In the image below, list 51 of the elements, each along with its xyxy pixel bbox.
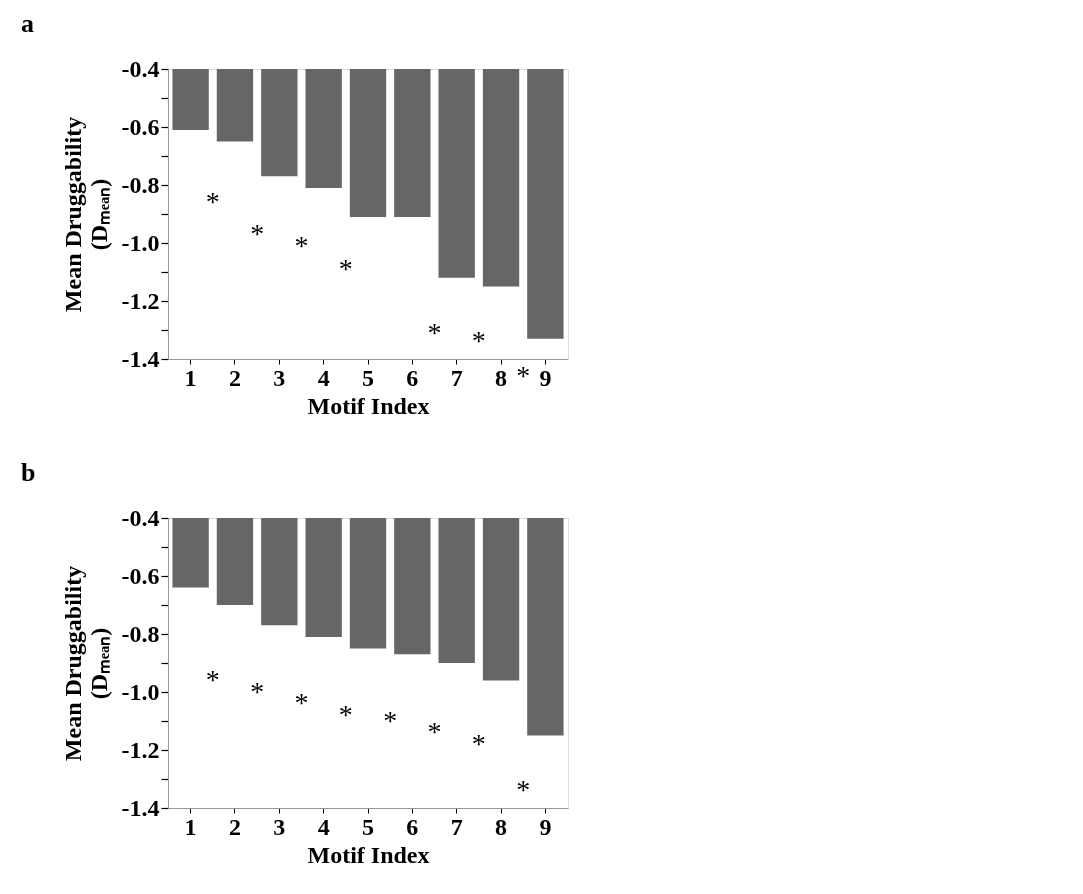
annotation: * (516, 774, 531, 806)
y-tick-label: -1.0 (121, 678, 160, 705)
annotation: * (250, 217, 265, 249)
x-tick-label: 3 (273, 813, 286, 840)
chart-title: b (21, 458, 36, 487)
x-tick-label: 2 (228, 364, 241, 391)
y-tick-label: -1.4 (121, 345, 160, 372)
x-tick-label: 3 (273, 364, 286, 391)
y-axis-title: Mean Druggability (Dₘₑₐₙ) (59, 116, 112, 313)
y-tick-label: -0.8 (121, 620, 160, 647)
y-tick-label: -1.4 (121, 794, 160, 821)
y-tick-label: -0.8 (121, 171, 160, 198)
y-tick-label: -0.6 (121, 113, 160, 140)
x-tick-label: 9 (539, 813, 552, 840)
x-tick-label: 2 (228, 813, 241, 840)
text: * (516, 360, 531, 391)
x-tick-label: 6 (406, 813, 419, 840)
x-tick-label: 5 (362, 813, 374, 840)
annotation: * (471, 325, 486, 357)
y-tick-label: -1.2 (121, 736, 160, 763)
x-tick-label: 6 (406, 364, 419, 391)
x-tick-label: 4 (317, 813, 330, 840)
y-tick-label: -0.4 (121, 504, 160, 531)
annotation: * (383, 704, 398, 736)
annotation: * (427, 316, 442, 348)
x-tick-label: 4 (317, 364, 330, 391)
annotation: * (205, 664, 220, 695)
y-tick-label: -1.0 (121, 229, 160, 256)
annotation: * (338, 252, 353, 284)
x-axis-title: Motif Index (307, 392, 430, 419)
annotation: * (205, 186, 220, 217)
annotation: * (427, 716, 442, 748)
chart-title: a (21, 9, 35, 38)
x-tick-label: 8 (495, 364, 508, 391)
y-tick-label: -0.4 (121, 55, 160, 82)
x-tick-label: 8 (495, 813, 508, 840)
annotation: * (250, 675, 265, 707)
y-tick-label: -0.6 (121, 562, 160, 589)
annotation: * (338, 698, 353, 730)
x-tick-label: 7 (450, 813, 463, 840)
annotation: * (294, 687, 309, 719)
y-axis-title: Mean Druggability (Dₘₑₐₙ) (59, 565, 112, 762)
y-tick-label: -1.2 (121, 287, 160, 314)
annotation: * (471, 727, 486, 759)
x-tick-label: 5 (362, 364, 374, 391)
annotation: * (294, 229, 309, 261)
x-tick-label: 1 (184, 364, 197, 391)
x-tick-label: 7 (450, 364, 463, 391)
x-tick-label: 9 (539, 364, 552, 391)
x-tick-label: 1 (184, 813, 197, 840)
x-axis-title: Motif Index (307, 841, 430, 868)
